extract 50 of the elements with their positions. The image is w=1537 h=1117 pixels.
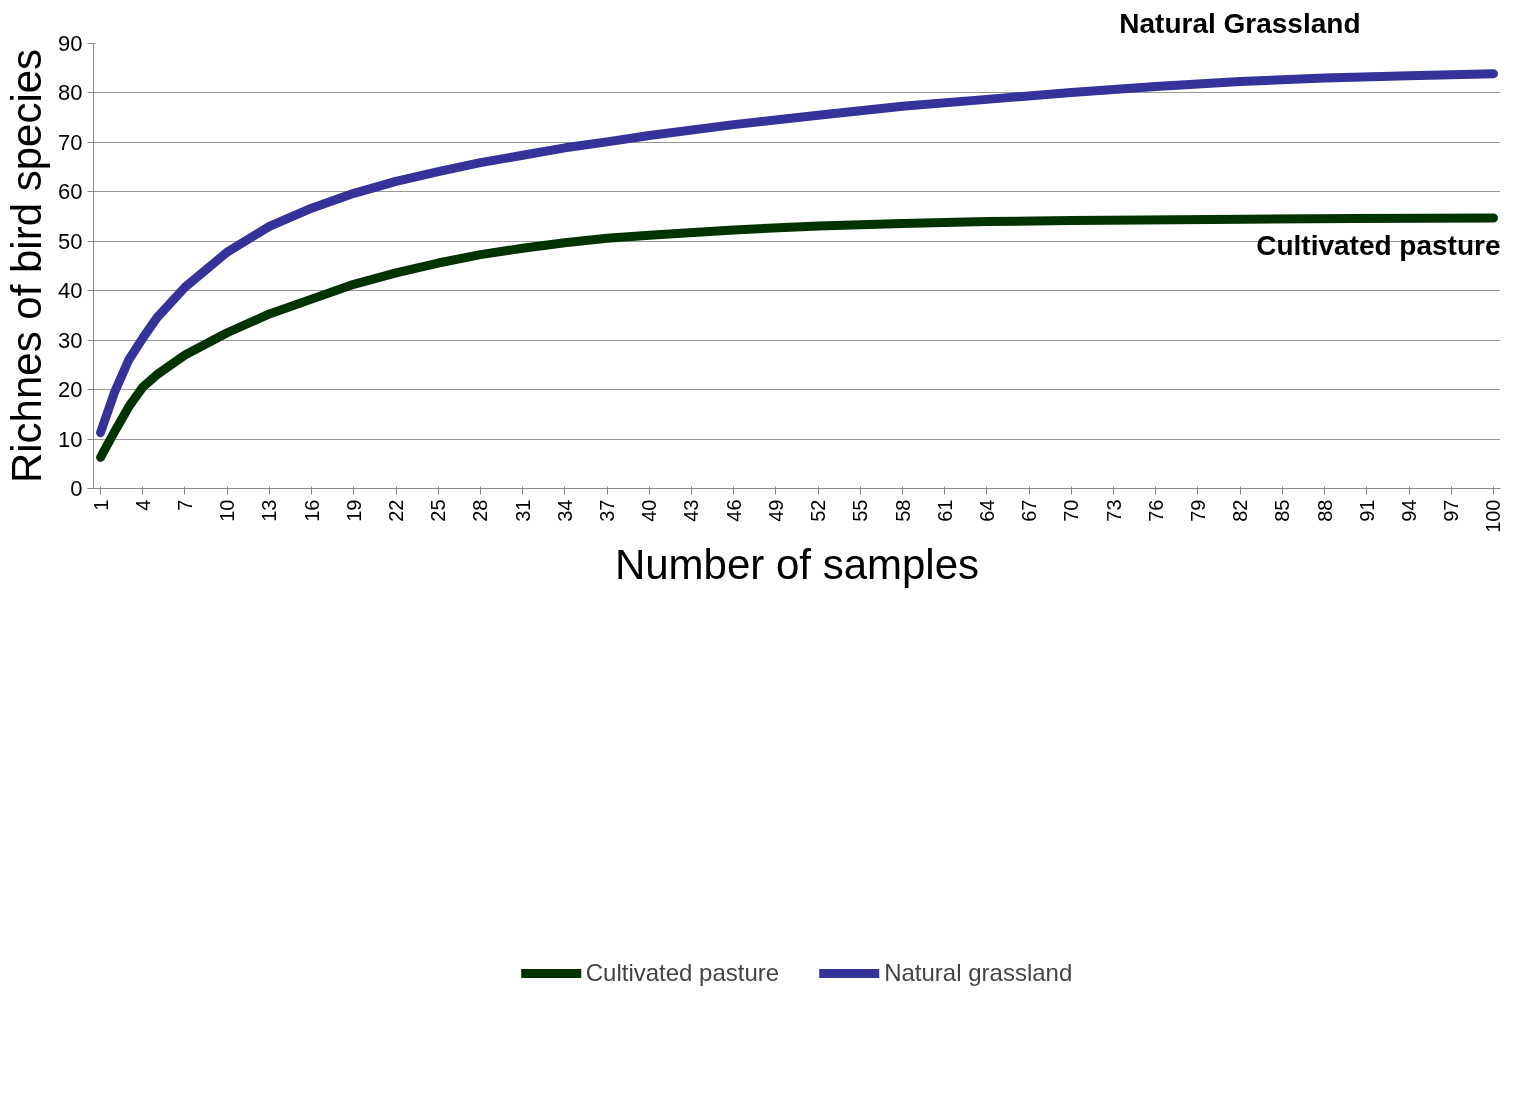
x-tick-label: 85	[1271, 499, 1294, 522]
x-tick-label: 73	[1102, 499, 1125, 522]
x-tick-label: 58	[891, 499, 914, 522]
legend-label: Cultivated pasture	[585, 959, 780, 987]
x-tick-label: 91	[1355, 499, 1378, 522]
y-tick-label: 30	[58, 327, 83, 353]
x-tick-label: 10	[216, 499, 239, 522]
x-tick-label: 1	[89, 499, 112, 511]
y-tick-label: 70	[58, 129, 83, 155]
x-tick-label: 31	[511, 499, 534, 522]
x-tick-label: 34	[553, 499, 576, 522]
x-tick-label: 100	[1482, 499, 1505, 533]
x-tick-label: 22	[385, 499, 408, 522]
x-tick-label: 28	[469, 499, 492, 522]
x-tick-label: 19	[342, 499, 365, 522]
x-tick-label: 46	[722, 499, 745, 522]
y-tick-label: 80	[58, 80, 83, 106]
x-tick-label: 94	[1398, 499, 1421, 522]
x-tick-label: 16	[300, 499, 323, 522]
x-axis-title: Number of samples	[614, 540, 980, 588]
x-tick-label: 25	[427, 499, 450, 522]
x-tick-label: 7	[173, 499, 196, 511]
x-tick-label: 49	[764, 499, 787, 522]
legend-label: Natural grassland	[884, 959, 1073, 987]
x-tick-label: 67	[1018, 499, 1041, 522]
x-tick-label: 76	[1144, 499, 1167, 522]
y-tick-label: 10	[58, 426, 83, 452]
x-tick-label: 40	[638, 499, 661, 522]
x-tick-label: 97	[1440, 499, 1463, 522]
x-tick-label: 52	[807, 499, 830, 522]
y-tick-label: 90	[58, 31, 83, 56]
x-tick-label: 82	[1229, 499, 1252, 522]
x-tick-label: 88	[1313, 499, 1336, 522]
x-tick-label: 70	[1060, 499, 1083, 522]
y-tick-label: 0	[70, 476, 83, 501]
x-tick-label: 64	[975, 499, 998, 522]
y-tick-label: 40	[58, 278, 83, 304]
x-tick-label: 4	[131, 499, 154, 511]
x-tick-label: 43	[680, 499, 703, 522]
y-tick-label: 20	[58, 377, 83, 403]
text: Natural Grassland	[1119, 7, 1361, 39]
x-tick-label: 61	[933, 499, 956, 522]
y-axis-title: Richnes of bird species	[3, 48, 51, 484]
y-tick-label: 60	[58, 179, 83, 205]
y-tick-label: 50	[58, 228, 83, 254]
x-tick-label: 79	[1186, 499, 1209, 522]
annotation: Cultivated pasture	[1256, 230, 1501, 262]
x-tick-label: 13	[258, 499, 281, 522]
x-tick-label: 55	[849, 499, 872, 522]
x-tick-label: 37	[596, 499, 619, 522]
